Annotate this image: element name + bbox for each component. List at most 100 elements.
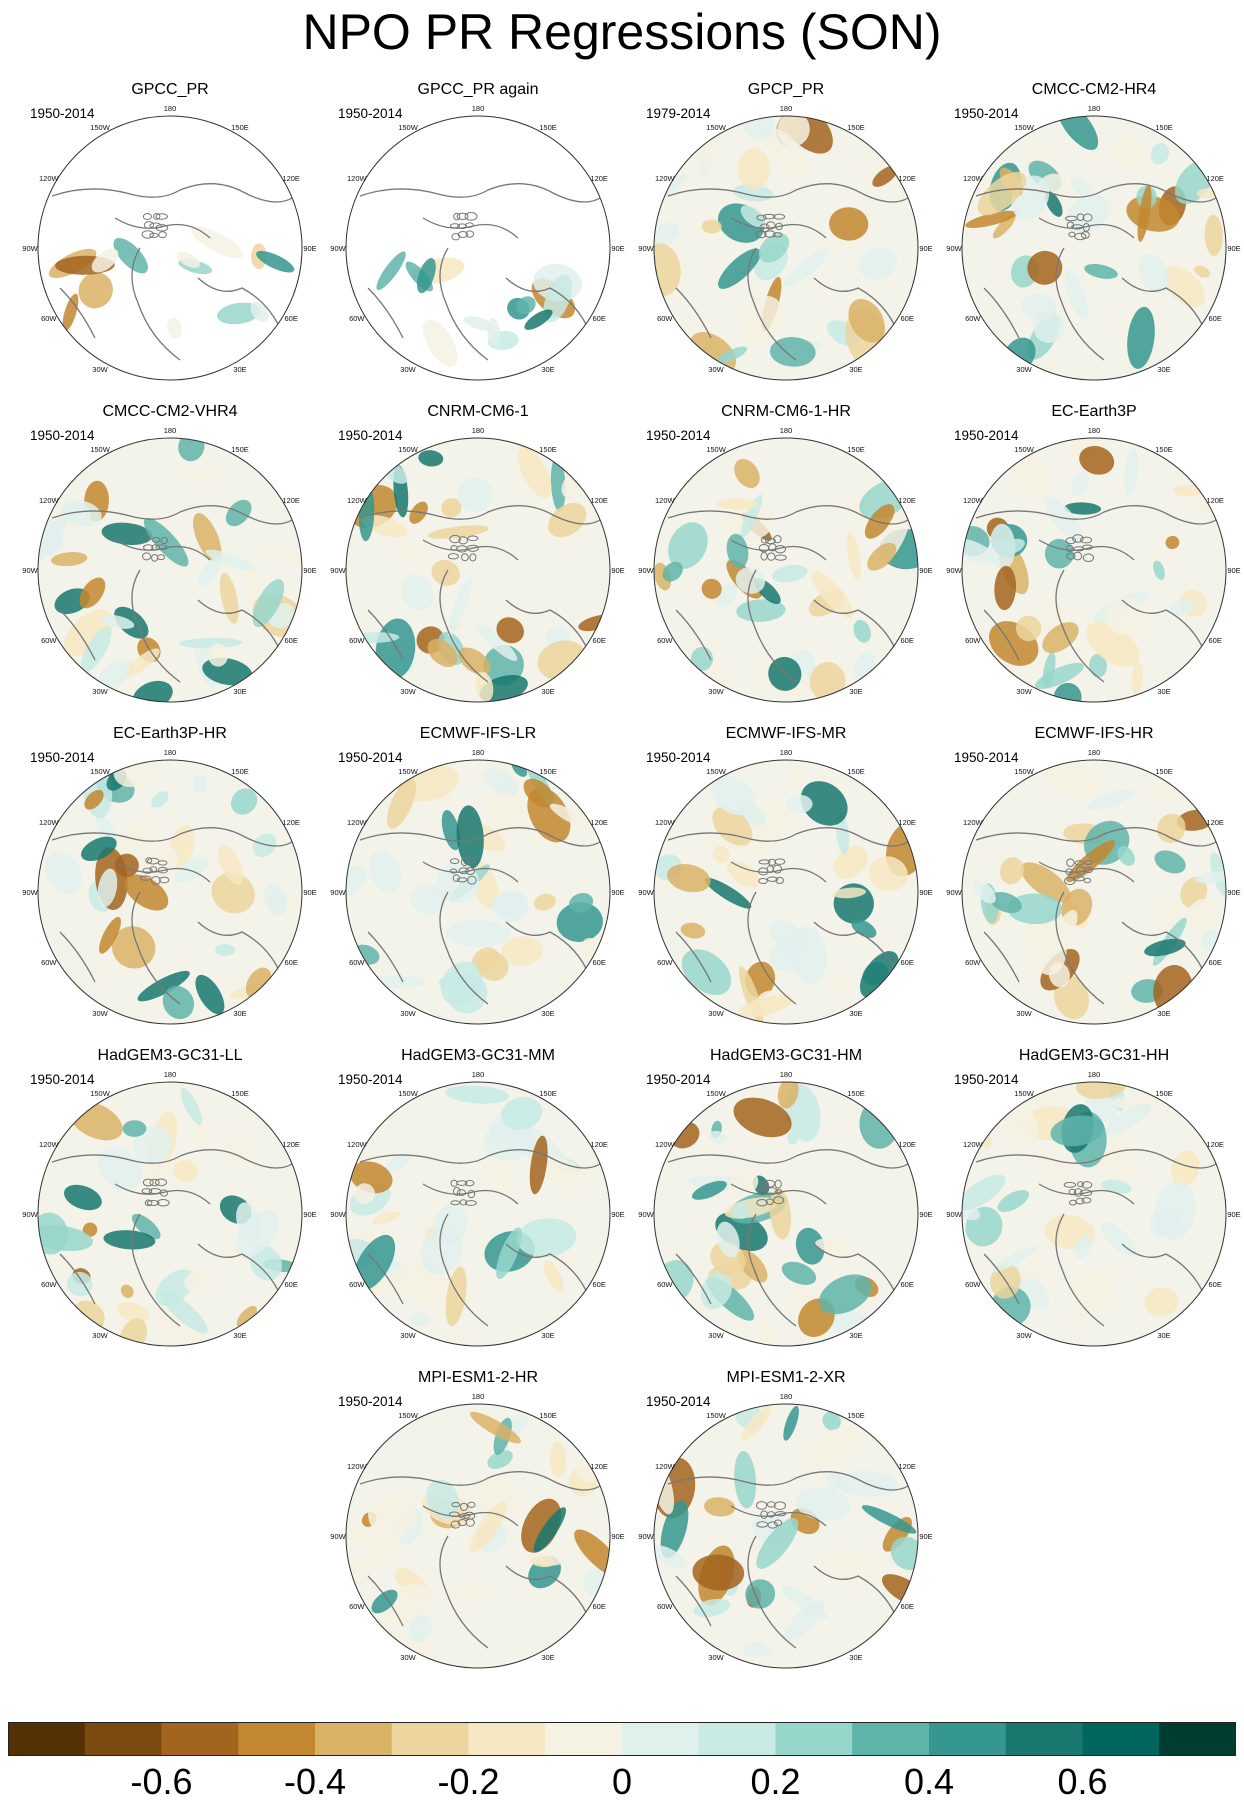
longitude-label: 150W [90,123,111,132]
island-outline [774,1179,782,1189]
island-outline [464,211,478,221]
longitude-label: 120W [39,496,60,505]
field-anomaly [44,852,82,894]
field-anomaly [990,1246,1037,1273]
field-anomaly [783,1405,799,1441]
field-anomaly [1016,1259,1048,1281]
field-anomaly [60,499,102,527]
panel-title: MPI-ESM1-2-HR [417,1369,538,1386]
field-anomaly [81,626,112,673]
field-anomaly [441,1327,470,1340]
field-anomaly [368,1503,405,1542]
polar-map: 180150E120E90E60E30E030W60W90W120W150W [330,1070,625,1347]
longitude-label: 60E [593,958,606,967]
field-anomaly [190,226,244,259]
field-anomaly [668,522,708,569]
longitude-label: 30E [1157,1331,1170,1340]
longitude-label: 180 [164,104,177,113]
field-anomaly [427,525,489,539]
field-anomaly [82,1222,98,1237]
field-anomaly [1153,560,1165,580]
field-anomaly [495,890,529,923]
field-anomaly [1169,599,1197,615]
field-anomaly [219,572,239,624]
panel-title: GPCC_PR [131,81,209,98]
longitude-label: 180 [472,748,485,757]
field-anomaly [193,773,207,794]
island-outline [755,230,767,239]
island-outline [140,533,150,543]
field-anomaly [1073,1268,1114,1310]
longitude-label: 90E [919,1210,932,1219]
island-outline [141,230,154,239]
longitude-label: 90W [22,888,38,897]
longitude-label: 60E [593,314,606,323]
longitude-label: 30W [92,1009,108,1018]
field-anomaly [1084,263,1118,279]
polar-map: 180150E120E90E60E30E030W60W90W120W150W [22,104,317,381]
field-anomaly [769,1187,791,1240]
longitude-label: 60E [901,1602,914,1611]
longitude-label: 90W [946,244,962,253]
polar-map: 180150E120E90E60E30E030W60W90W120W150W [638,748,933,1025]
colorbar-frame [8,1722,1236,1756]
field-anomaly [517,446,552,498]
map-border [653,437,919,703]
island-outline [459,1199,468,1206]
field-anomaly [815,1238,857,1258]
panel-period: 1950-2014 [646,428,711,443]
field-anomaly [1165,535,1180,550]
longitude-label: 120W [347,1462,368,1471]
longitude-label: 120E [1206,818,1224,827]
island-outline [775,222,783,231]
longitude-label: 30W [400,1653,416,1662]
island-outline [142,867,153,874]
field-anomaly [1100,1179,1133,1194]
longitude-label: 90W [330,1532,346,1541]
field-anomaly [217,844,244,885]
coastlines [667,1149,909,1327]
field-anomaly [81,836,117,862]
field-anomaly [1188,898,1221,931]
longitude-label: 60W [657,958,673,967]
island-outline [773,1501,787,1511]
field-anomaly [116,1302,150,1322]
island-outline [1077,1181,1085,1188]
longitude-label: 150W [90,1089,111,1098]
longitude-label: 150E [231,445,249,454]
longitude-label: 30W [708,365,724,374]
field-anomaly [965,210,1018,229]
longitude-label: 150W [398,1411,419,1420]
field-anomaly [977,171,1027,216]
field-anomaly [848,298,885,343]
field-anomaly [420,1227,463,1276]
panel-title: HadGEM3-GC31-HH [1018,1047,1170,1064]
longitude-label: 30W [400,687,416,696]
island-outline [767,1521,778,1529]
field-anomaly [708,1130,727,1144]
longitude-label: 90E [919,566,932,575]
longitude-label: 150E [539,445,557,454]
island-outline [1080,231,1090,239]
field-anomaly [781,1261,817,1285]
field-anomaly [680,922,706,939]
coastlines [975,183,1217,361]
field-anomaly [422,319,458,367]
longitude-label: 90E [303,888,316,897]
island-outline [457,230,469,238]
field-anomaly [264,882,288,916]
panel-period: 1950-2014 [338,428,403,443]
field-anomaly [693,1598,731,1617]
longitude-label: 150W [706,1089,727,1098]
colorbar-swatch [315,1723,393,1755]
island-outline [155,224,169,232]
longitude-label: 180 [472,1070,485,1079]
longitude-label: 90E [1227,888,1240,897]
field-anomaly [556,902,603,942]
field-anomaly [783,249,829,288]
longitude-label: 150E [231,1089,249,1098]
panel-period: 1950-2014 [954,1072,1019,1087]
field-anomaly [1034,1147,1082,1192]
field-anomaly [440,1585,497,1600]
longitude-label: 60W [349,1602,365,1611]
